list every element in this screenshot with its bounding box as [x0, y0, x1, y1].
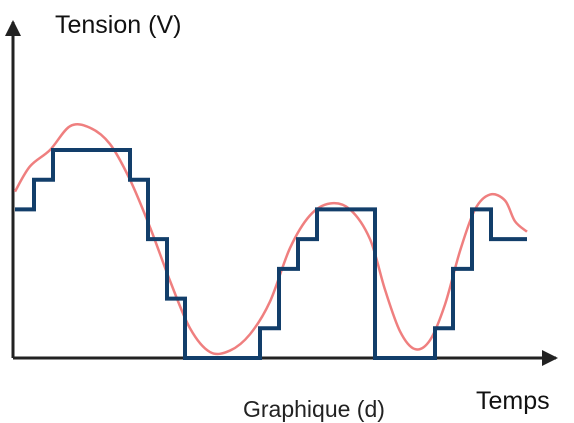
series-layer: [13, 123, 528, 360]
axes: [5, 20, 558, 366]
x-axis-title: Temps: [476, 387, 550, 415]
analog-signal-line: [13, 123, 528, 356]
chart-caption: Graphique (d): [243, 396, 385, 422]
y-axis-title: Tension (V): [55, 11, 181, 39]
sampled-step-line: [15, 148, 527, 360]
